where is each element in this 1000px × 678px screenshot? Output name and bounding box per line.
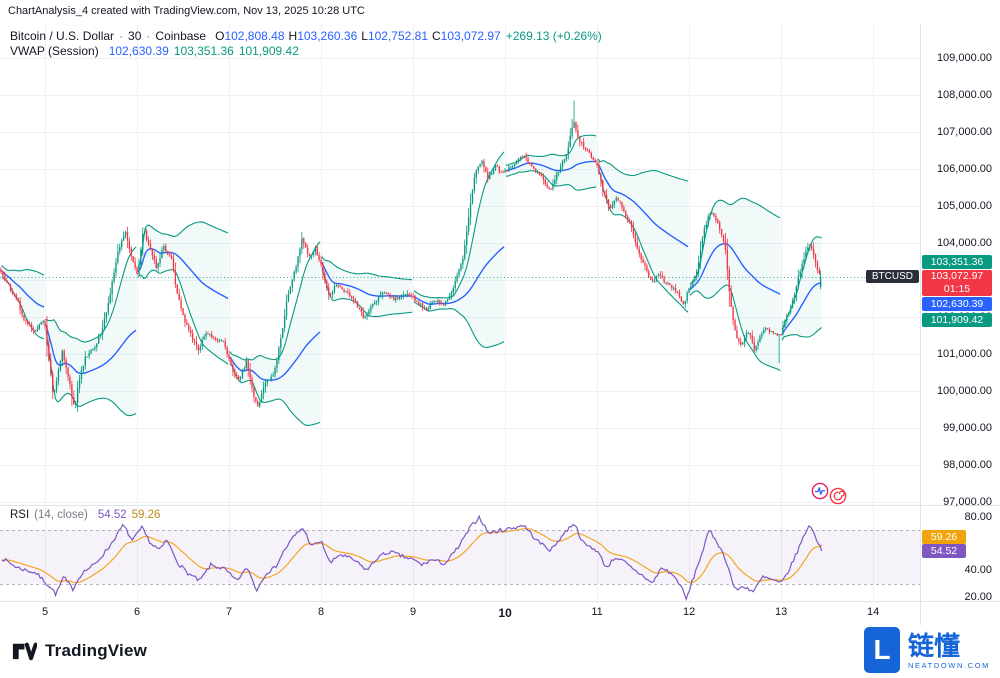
vwap-legend[interactable]: VWAP (Session) 102,630.39 103,351.36 101,9… <box>10 44 299 58</box>
watermark-text: 链懂 NEATDOWN.COM <box>908 631 990 670</box>
exchange-label[interactable]: Coinbase <box>155 29 207 43</box>
rsi-badge: 54.52 <box>922 544 966 558</box>
symbol-name[interactable]: Bitcoin / U.S. Dollar <box>10 29 115 43</box>
time-tick-7[interactable]: 7 <box>226 606 233 618</box>
vwap-values: 102,630.39 103,351.36 101,909.42 <box>104 44 299 58</box>
neatdown-logo-letter: L <box>873 634 891 665</box>
time-tick-12[interactable]: 12 <box>682 606 696 618</box>
rsi-legend[interactable]: RSI (14, close) 54.52 59.26 <box>10 509 160 521</box>
current-price-value: 103,072.97 <box>930 270 984 282</box>
rsi-tick: 40.00 <box>964 564 992 577</box>
price-tick: 105,000.00 <box>936 200 992 212</box>
price-tick: 108,000.00 <box>936 89 992 101</box>
rsi-ma-badge: 59.26 <box>922 530 966 544</box>
vwap-value: 102,630.39 <box>108 44 169 58</box>
price-tick: 106,000.00 <box>936 163 992 175</box>
time-tick-8[interactable]: 8 <box>318 606 325 618</box>
ohlc-label: H <box>288 29 298 43</box>
rsi-tick: 80.00 <box>964 511 992 523</box>
ohlc-c: C103,072.97 <box>432 29 501 43</box>
rsi-value: 54.52 <box>97 509 127 521</box>
time-tick-11[interactable]: 11 <box>591 606 603 618</box>
ohlc-label: L <box>361 29 368 43</box>
current-price-badge: 103,072.97 01:15 <box>922 270 992 296</box>
tradingview-logo[interactable]: TradingView <box>10 637 147 664</box>
rsi-value: 59.26 <box>131 509 161 521</box>
price-tick: 98,000.00 <box>943 459 992 471</box>
ohlc-label: O <box>215 29 225 43</box>
price-tick: 104,000.00 <box>936 237 992 249</box>
symbol-legend[interactable]: Bitcoin / U.S. Dollar · 30 · Coinbase O1… <box>10 29 602 43</box>
ohlc-value: 103,072.97 <box>440 29 501 43</box>
ohlc-l: L102,752.81 <box>361 29 428 43</box>
neatdown-logo-icon: L <box>864 627 901 673</box>
chart-title-bar: ChartAnalysis_4 created with TradingView… <box>8 5 365 17</box>
ohlc-values: O102,808.48 H103,260.36 L102,752.81 C103,07… <box>211 29 501 43</box>
footer: TradingView L 链懂 NEATDOWN.COM <box>0 625 1000 678</box>
price-tick: 100,000.00 <box>936 385 992 397</box>
price-tick: 97,000.00 <box>943 496 992 508</box>
ohlc-o: O102,808.48 <box>215 29 284 43</box>
ohlc-value: 102,752.81 <box>367 29 428 43</box>
watermark-brand: 链懂 <box>908 630 961 661</box>
symbol-axis-badge: BTCUSD <box>865 270 919 283</box>
vwap-value: 101,909.42 <box>238 44 299 58</box>
heartbeat-sticker-icon[interactable] <box>811 482 829 500</box>
watermark-domain: NEATDOWN.COM <box>908 660 990 670</box>
price-tick: 101,000.00 <box>936 348 992 360</box>
rsi-indicator-name[interactable]: RSI <box>10 509 30 521</box>
legend-separator: · <box>146 29 151 43</box>
change-value: +269.13 (+0.26%) <box>505 29 602 43</box>
price-tick: 109,000.00 <box>936 52 992 64</box>
ohlc-value: 102,808.48 <box>224 29 285 43</box>
watermark-logo: L 链懂 NEATDOWN.COM <box>864 627 990 673</box>
tradingview-wordmark: TradingView <box>45 640 148 660</box>
vwap-value: 103,351.36 <box>173 44 234 58</box>
time-tick-13[interactable]: 13 <box>774 606 788 618</box>
interval-label[interactable]: 30 <box>128 29 142 43</box>
time-tick-5[interactable]: 5 <box>42 606 49 618</box>
price-tick: 99,000.00 <box>943 422 992 434</box>
rsi-tick: 20.00 <box>964 591 992 603</box>
time-tick-9[interactable]: 9 <box>410 606 417 618</box>
vwap-upper-band-badge: 103,351.36 <box>922 255 992 269</box>
legend-separator: · <box>119 29 124 43</box>
price-tick: 107,000.00 <box>936 126 992 138</box>
vwap-badge: 102,630.39 <box>922 297 992 311</box>
spiral-sticker-icon[interactable] <box>829 487 847 505</box>
tradingview-icon <box>12 642 37 661</box>
time-tick-6[interactable]: 6 <box>134 606 141 618</box>
bar-countdown: 01:15 <box>943 283 971 295</box>
ohlc-value: 103,260.36 <box>297 29 358 43</box>
time-tick-14[interactable]: 14 <box>866 606 880 618</box>
rsi-values: 54.52 59.26 <box>93 509 161 521</box>
time-tick-10[interactable]: 10 <box>498 606 512 620</box>
vwap-lower-band-badge: 101,909.42 <box>922 313 992 327</box>
ohlc-h: H103,260.36 <box>289 29 358 43</box>
indicator-name[interactable]: VWAP (Session) <box>10 44 99 58</box>
rsi-params: (14, close) <box>34 509 88 521</box>
ohlc-label: C <box>432 29 441 43</box>
